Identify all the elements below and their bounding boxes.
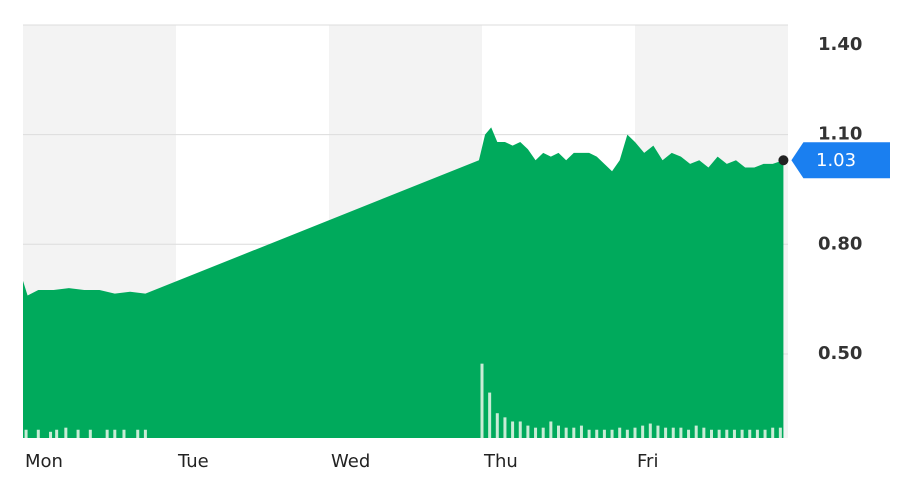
volume-bar	[534, 427, 538, 438]
volume-bar	[618, 427, 622, 438]
y-tick-label: 1.10	[818, 124, 862, 145]
volume-bar	[36, 429, 40, 438]
current-point	[778, 155, 789, 166]
volume-bar	[557, 425, 560, 438]
volume-bar	[641, 425, 645, 438]
volume-bar	[595, 429, 599, 438]
volume-bar	[488, 392, 492, 438]
volume-bar	[503, 417, 507, 438]
volume-bar	[549, 421, 553, 438]
volume-bar	[587, 429, 591, 438]
volume-bar	[740, 429, 744, 438]
volume-bar	[648, 423, 652, 438]
volume-bar	[495, 413, 499, 438]
volume-bar	[511, 421, 515, 438]
volume-bar	[671, 427, 675, 438]
x-tick-label: Tue	[177, 451, 209, 472]
volume-bar	[664, 427, 668, 438]
volume-bar	[656, 425, 660, 438]
volume-bar	[541, 427, 545, 438]
volume-bar	[49, 431, 53, 438]
volume-bar	[122, 429, 126, 438]
volume-bar	[64, 427, 68, 438]
volume-bar	[763, 429, 767, 438]
current-value-badge	[791, 142, 890, 179]
x-tick-label: Wed	[331, 451, 370, 472]
volume-bar	[725, 429, 729, 438]
volume-bar	[732, 429, 736, 438]
volume-bar	[755, 429, 759, 438]
x-tick-label: Mon	[25, 451, 63, 472]
volume-bar	[717, 429, 721, 438]
current-value-label: 1.03	[816, 150, 856, 171]
volume-bar	[480, 363, 484, 438]
volume-bar	[602, 429, 606, 438]
volume-bar	[518, 421, 522, 438]
volume-bar	[748, 429, 752, 438]
x-tick-label: Fri	[637, 451, 658, 472]
volume-bar	[633, 427, 637, 438]
volume-bar	[579, 425, 583, 438]
x-tick-label: Thu	[483, 451, 518, 472]
volume-bar	[526, 425, 530, 438]
volume-bar	[610, 429, 614, 438]
volume-bar	[88, 429, 92, 438]
volume-bar	[771, 427, 775, 438]
volume-bar	[143, 429, 147, 438]
price-area	[23, 127, 784, 439]
volume-bar	[564, 427, 568, 438]
volume-bar	[76, 429, 80, 438]
volume-bar	[687, 429, 691, 438]
y-tick-label: 0.80	[818, 233, 862, 254]
volume-bar	[24, 429, 28, 438]
volume-bar	[778, 427, 782, 438]
volume-bar	[679, 427, 683, 438]
volume-bar	[694, 425, 698, 438]
volume-bar	[136, 429, 140, 438]
volume-bar	[113, 429, 117, 438]
volume-bar	[625, 429, 629, 438]
volume-bar	[702, 427, 706, 438]
volume-bar	[105, 429, 109, 438]
volume-bar	[710, 429, 713, 438]
y-tick-label: 1.40	[818, 34, 862, 55]
volume-bar	[55, 429, 59, 438]
volume-bar	[572, 427, 576, 438]
y-tick-label: 0.50	[818, 343, 862, 364]
